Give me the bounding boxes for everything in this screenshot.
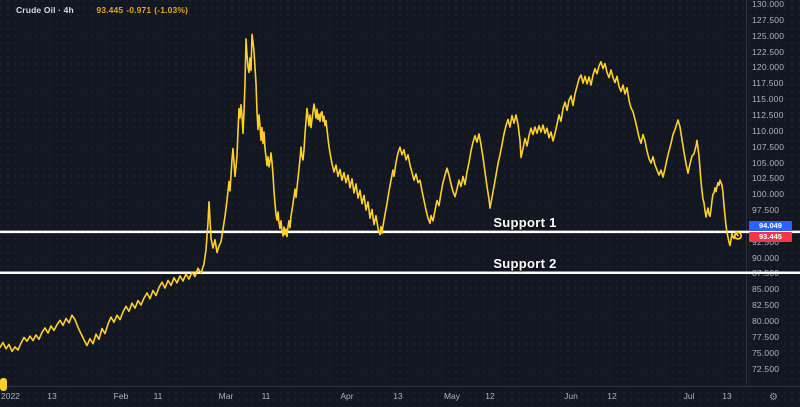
price-tick-label: 75.000 [752,347,780,358]
price-tick-label: 130.000 [752,0,785,9]
price-tick-label: 107.500 [752,141,785,152]
price-tick-label: 100.000 [752,189,785,200]
axis-settings-corner[interactable]: ⚙ [747,387,800,407]
symbol-name[interactable]: Crude Oil [16,5,56,15]
price-tick-label: 90.000 [752,252,780,263]
price-tick-label: 97.500 [752,205,780,215]
time-tick-label: Feb [113,391,129,401]
quote-change: -0.971 [126,5,152,15]
price-tick-label: 80.000 [752,315,780,326]
gear-icon[interactable]: ⚙ [769,391,778,403]
price-tick-label: 127.500 [752,14,785,25]
price-tick-label: 120.000 [752,62,785,73]
time-axis-separator [0,386,800,387]
time-tick-label: Jun [564,391,578,401]
price-tick-label: 77.500 [752,331,780,342]
symbol-interval[interactable]: 4h [63,5,74,15]
time-tick-label: Jul [683,391,695,401]
price-tick-label: 112.500 [752,109,784,120]
quote-last-price: 93.445 [96,5,124,15]
quote-change-percent: (-1.03%) [154,5,189,15]
symbol-quote: 93.445 -0.971 (-1.03%) [96,5,191,15]
price-tick-label: 105.000 [752,157,785,168]
price-tick-label: 82.500 [752,300,780,311]
price-tick-label: 72.500 [752,363,780,374]
price-axis-separator [746,0,747,386]
time-tick-label: Apr [340,391,354,401]
time-tick-label: 2022 [1,391,20,401]
time-tick-label: 13 [47,391,57,401]
price-tick-label: 117.500 [752,78,784,89]
symbol-header: Crude Oil · 4h 93.445 -0.971 (-1.03%) [16,5,191,15]
price-tick-label: 85.000 [752,284,780,295]
price-tick-label: 122.500 [752,46,785,57]
price-tick-label: 125.000 [752,30,785,41]
symbol-separator: · [58,5,62,15]
time-tick-label: May [443,391,461,401]
last-price-marker-icon [733,231,743,240]
support-2-label[interactable]: Support 2 [493,255,557,271]
time-tick-label: 13 [393,391,403,401]
support-price-badge: 94.049 [749,221,792,232]
price-tick-label: 115.000 [752,94,784,105]
last-price-badge: 93.445 [749,232,792,243]
time-tick-label: 12 [607,391,617,401]
price-tick-label: 110.000 [752,125,784,136]
series-start-marker[interactable] [0,378,7,391]
time-tick-label: 11 [261,391,271,401]
time-tick-label: 13 [722,391,732,401]
price-line[interactable] [0,33,739,353]
time-tick-label: 11 [153,391,163,401]
price-tick-label: 102.500 [752,173,785,184]
time-tick-label: 12 [485,391,495,401]
time-tick-label: Mar [218,391,234,401]
support-1-label[interactable]: Support 1 [493,214,557,230]
